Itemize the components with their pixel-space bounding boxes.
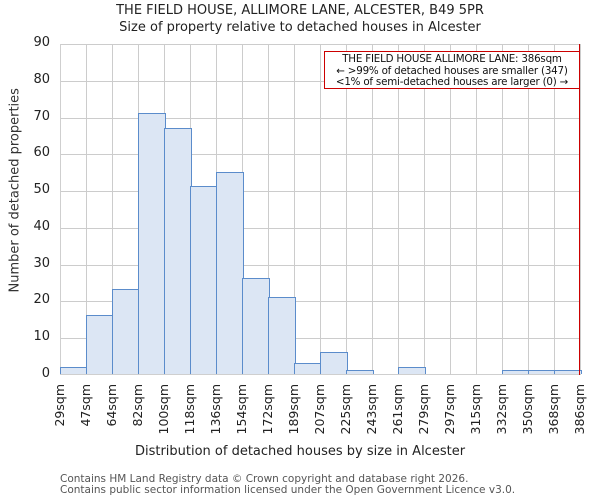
histogram-bar: [320, 351, 348, 374]
y-tick-label: 0: [41, 366, 50, 381]
gridline-vertical: [476, 44, 477, 375]
histogram-bar: [294, 362, 322, 374]
y-tick-label: 80: [33, 71, 50, 87]
x-tick-label: 243sqm: [364, 384, 379, 435]
gridline-horizontal: [61, 117, 581, 119]
histogram-bar: [528, 370, 556, 374]
histogram-bar: [398, 366, 426, 374]
property-annotation-box: THE FIELD HOUSE ALLIMORE LANE: 386sqm ← …: [324, 51, 580, 89]
gridline-horizontal: [61, 227, 581, 229]
x-tick-label: 189sqm: [286, 384, 301, 435]
y-tick-label: 30: [33, 255, 50, 271]
gridline-vertical: [502, 44, 503, 375]
histogram-bar: [554, 370, 582, 374]
gridline-vertical: [268, 44, 269, 375]
x-tick-label: 136sqm: [208, 384, 223, 435]
x-axis-label: Distribution of detached houses by size …: [134, 444, 466, 459]
y-tick-label: 70: [33, 108, 50, 124]
histogram-bar: [60, 366, 88, 374]
gridline-horizontal: [61, 44, 581, 45]
x-tick-label: 100sqm: [156, 384, 171, 435]
y-tick-label: 10: [33, 329, 50, 345]
gridline-horizontal: [61, 264, 581, 266]
gridline-vertical: [554, 44, 555, 375]
histogram-bar: [242, 278, 270, 374]
y-tick-label: 50: [33, 182, 50, 198]
chart-subtitle: Size of property relative to detached ho…: [119, 20, 481, 35]
x-tick-label: 64sqm: [104, 384, 119, 427]
x-tick-label: 332sqm: [494, 384, 509, 435]
footer-copyright: Contains HM Land Registry data © Crown c…: [60, 473, 469, 485]
x-tick-label: 118sqm: [182, 384, 197, 435]
y-tick-label: 20: [33, 292, 50, 308]
gridline-vertical: [450, 44, 451, 375]
x-tick-label: 29sqm: [52, 384, 67, 427]
x-tick-label: 172sqm: [260, 384, 275, 435]
x-tick-label: 279sqm: [416, 384, 431, 435]
gridline-vertical: [346, 44, 347, 375]
x-tick-label: 82sqm: [130, 384, 145, 427]
plot-area: [60, 44, 582, 375]
x-tick-label: 368sqm: [546, 384, 561, 435]
gridline-vertical: [86, 44, 87, 375]
chart-title: THE FIELD HOUSE, ALLIMORE LANE, ALCESTER…: [116, 3, 484, 18]
histogram-bar: [86, 315, 114, 374]
annotation-line-3: <1% of semi-detached houses are larger (…: [335, 76, 569, 88]
x-tick-label: 350sqm: [520, 384, 535, 435]
gridline-vertical: [372, 44, 373, 375]
gridline-horizontal: [61, 338, 581, 340]
gridline-horizontal: [61, 154, 581, 156]
gridline-vertical: [528, 44, 529, 375]
gridline-vertical: [320, 44, 321, 375]
histogram-bar: [268, 296, 296, 374]
annotation-line-1: THE FIELD HOUSE ALLIMORE LANE: 386sqm: [342, 53, 562, 65]
histogram-bar: [138, 112, 166, 374]
property-marker-line: [579, 44, 580, 375]
histogram-bar: [346, 370, 374, 374]
gridline-horizontal: [61, 191, 581, 193]
histogram-bar: [502, 370, 530, 374]
x-tick-label: 297sqm: [442, 384, 457, 435]
x-tick-label: 154sqm: [234, 384, 249, 435]
gridline-horizontal: [61, 80, 581, 82]
histogram-bar: [190, 186, 218, 374]
annotation-line-2: ← >99% of detached houses are smaller (3…: [336, 64, 568, 77]
histogram-bar: [216, 171, 244, 374]
gridline-vertical: [424, 44, 425, 375]
y-tick-label: 40: [33, 218, 50, 234]
gridline-vertical: [398, 44, 399, 375]
x-tick-label: 261sqm: [390, 384, 405, 435]
histogram-bar: [164, 127, 192, 374]
gridline-vertical: [112, 44, 113, 375]
x-tick-label: 225sqm: [338, 384, 353, 435]
x-tick-label: 315sqm: [468, 384, 483, 435]
gridline-vertical: [294, 44, 295, 375]
x-tick-label: 207sqm: [312, 384, 327, 435]
histogram-bar: [112, 289, 140, 374]
x-tick-label: 386sqm: [572, 384, 587, 435]
y-tick-label: 90: [33, 35, 50, 50]
gridline-vertical: [580, 44, 581, 375]
x-tick-label: 47sqm: [78, 384, 93, 427]
gridline-horizontal: [61, 301, 581, 303]
y-tick-label: 60: [33, 145, 50, 161]
footer-licence: Contains public sector information licen…: [60, 484, 516, 496]
